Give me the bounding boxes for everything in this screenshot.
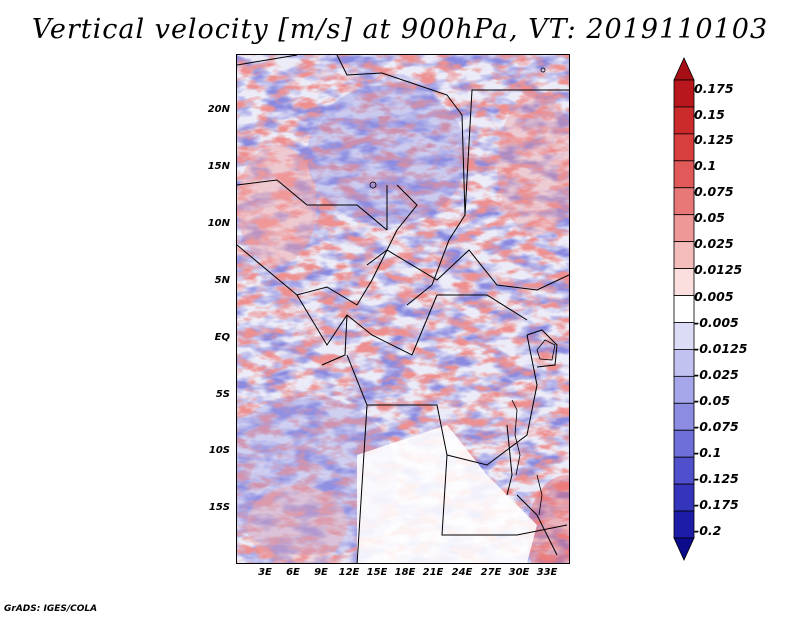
colorbar-segment (673, 268, 695, 296)
colorbar-segment (673, 241, 695, 269)
colorbar (673, 57, 695, 561)
y-tick-label: 20N (207, 104, 230, 115)
colorbar-segment (673, 322, 695, 350)
y-tick-label: 15S (208, 502, 230, 513)
colorbar-label: 0.125 (694, 132, 734, 147)
colorbar-segment (673, 510, 695, 539)
colorbar-segment (673, 295, 695, 323)
colorbar-segment (673, 57, 695, 81)
colorbar-segment (673, 160, 695, 189)
colorbar-segment (673, 133, 695, 162)
y-tick-label: EQ (214, 332, 230, 343)
colorbar-segment (673, 106, 695, 135)
colorbar-segment (673, 214, 695, 243)
x-tick-label: 6E (286, 567, 300, 578)
y-tick-label: 10N (207, 218, 230, 229)
colorbar-label: 0.15 (694, 107, 725, 122)
x-tick-label: 9E (314, 567, 328, 578)
colorbar-label: 0.005 (694, 289, 734, 304)
x-tick-label: 3E (258, 567, 272, 578)
colorbar-label: -0.175 (694, 497, 739, 512)
colorbar-segment (673, 375, 695, 404)
colorbar-segment (673, 79, 695, 108)
colorbar-label: -0.2 (694, 523, 722, 538)
colorbar-label: 0.175 (694, 81, 734, 96)
colorbar-label: -0.125 (694, 471, 739, 486)
x-tick-label: 30E (508, 567, 530, 578)
x-tick-label: 21E (422, 567, 444, 578)
colorbar-segment (673, 456, 695, 485)
colorbar-label: 0.0125 (694, 262, 743, 277)
x-tick-label: 27E (480, 567, 502, 578)
x-tick-label: 18E (394, 567, 416, 578)
map-panel[interactable] (236, 54, 570, 564)
colorbar-label: -0.075 (694, 419, 739, 434)
colorbar-segment (673, 429, 695, 458)
footer-credit: GrADS: IGES/COLA (4, 604, 98, 614)
colorbar-label: -0.005 (694, 315, 739, 330)
y-tick-label: 5N (214, 275, 230, 286)
chart-title: Vertical velocity [m/s] at 900hPa, VT: 2… (31, 14, 769, 45)
colorbar-segment (673, 402, 695, 431)
x-tick-label: 24E (451, 567, 473, 578)
colorbar-label: -0.025 (694, 367, 739, 382)
y-tick-label: 5S (215, 389, 230, 400)
colorbar-label: 0.05 (694, 210, 725, 225)
x-tick-label: 33E (536, 567, 558, 578)
x-tick-label: 15E (366, 567, 388, 578)
colorbar-label: 0.025 (694, 236, 734, 251)
colorbar-label: 0.1 (694, 158, 717, 173)
colorbar-segment (673, 187, 695, 216)
colorbar-label: -0.0125 (694, 341, 748, 356)
colorbar-segment (673, 483, 695, 512)
colorbar-label: 0.075 (694, 184, 734, 199)
colorbar-segment (673, 349, 695, 377)
velocity-field-map (237, 55, 569, 563)
colorbar-label: -0.1 (694, 445, 722, 460)
x-tick-label: 12E (338, 567, 360, 578)
y-tick-label: 10S (208, 445, 230, 456)
colorbar-segment (673, 537, 695, 561)
colorbar-label: -0.05 (694, 393, 731, 408)
y-tick-label: 15N (207, 161, 230, 172)
